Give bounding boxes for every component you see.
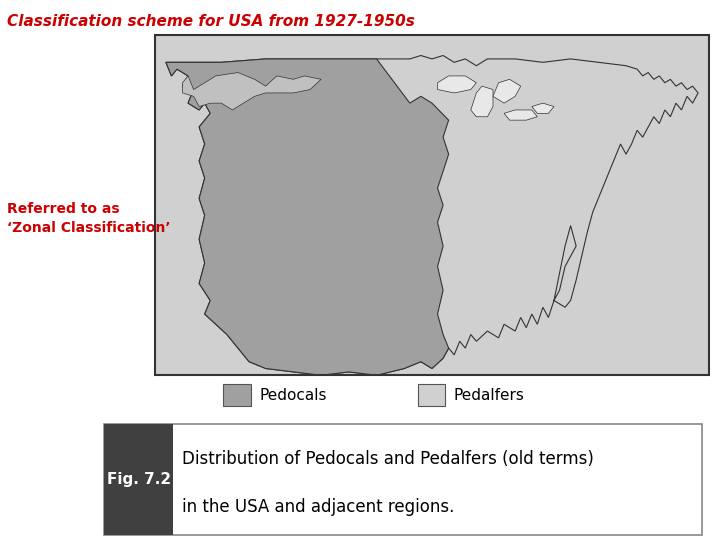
Text: Referred to as
‘Zonal Classification’: Referred to as ‘Zonal Classification’	[7, 202, 171, 235]
Polygon shape	[532, 103, 554, 113]
Polygon shape	[183, 72, 321, 110]
Text: Fig. 7.2: Fig. 7.2	[107, 472, 171, 487]
Polygon shape	[166, 56, 698, 375]
Text: Pedalfers: Pedalfers	[454, 388, 524, 403]
Bar	[155, 35, 709, 375]
Text: Pedocals: Pedocals	[259, 388, 327, 403]
Bar	[418, 384, 445, 406]
Text: Distribution of Pedocals and Pedalfers (old terms): Distribution of Pedocals and Pedalfers (…	[181, 450, 593, 468]
Polygon shape	[471, 86, 493, 117]
Text: in the USA and adjacent regions.: in the USA and adjacent regions.	[181, 498, 454, 516]
Polygon shape	[438, 76, 477, 93]
Polygon shape	[166, 59, 449, 375]
Bar	[223, 384, 251, 406]
Text: Classification scheme for USA from 1927-1950s: Classification scheme for USA from 1927-…	[7, 14, 415, 29]
Polygon shape	[504, 110, 537, 120]
Polygon shape	[493, 79, 521, 103]
Bar	[104, 424, 702, 535]
Bar	[104, 424, 173, 535]
Bar	[155, 35, 709, 375]
